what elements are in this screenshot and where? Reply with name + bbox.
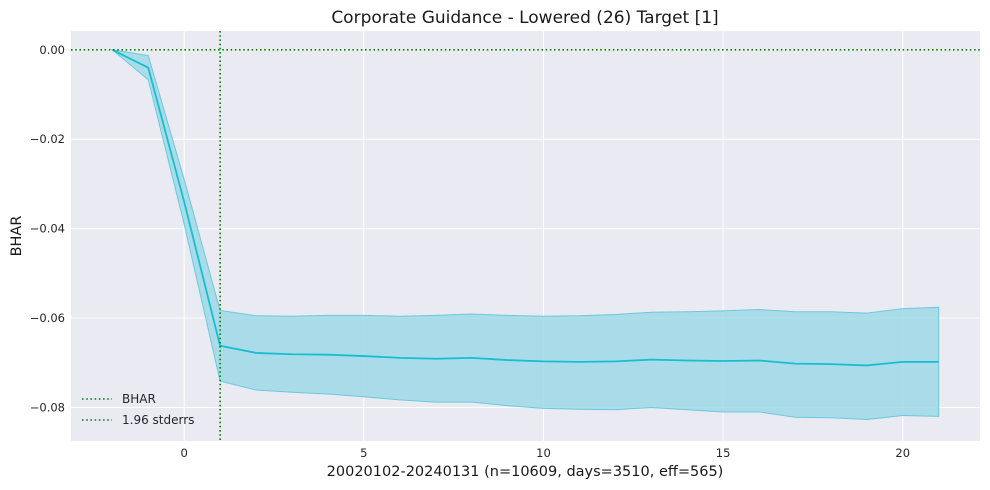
y-tick-label: −0.08 [30,400,65,414]
chart-title: Corporate Guidance - Lowered (26) Target… [331,8,718,28]
y-tick-label: −0.04 [30,222,65,236]
legend-label-bhar: BHAR [122,392,156,406]
y-tick-label: −0.06 [30,311,65,325]
legend: BHAR 1.96 stderrs [82,392,194,427]
y-axis-title: BHAR [9,216,25,257]
y-tick-label: −0.02 [30,132,65,146]
reference-lines-layer [71,31,980,441]
x-axis-title: 20020102-20240131 (n=10609, days=3510, e… [327,464,724,480]
y-tick-label: 0.00 [39,43,65,57]
x-tick-label: 20 [895,446,910,460]
x-tick-label: 0 [181,446,188,460]
x-tick-label: 10 [536,446,551,460]
x-tick-label: 5 [360,446,367,460]
x-tick-label: 15 [716,446,731,460]
tick-labels-layer: 0 5 10 15 20 0.00 −0.02 −0.04 −0.06 −0.08 [30,43,910,460]
legend-label-stderrs: 1.96 stderrs [122,413,194,427]
series-line-bhar [111,48,939,367]
series-line-layer [111,48,939,367]
